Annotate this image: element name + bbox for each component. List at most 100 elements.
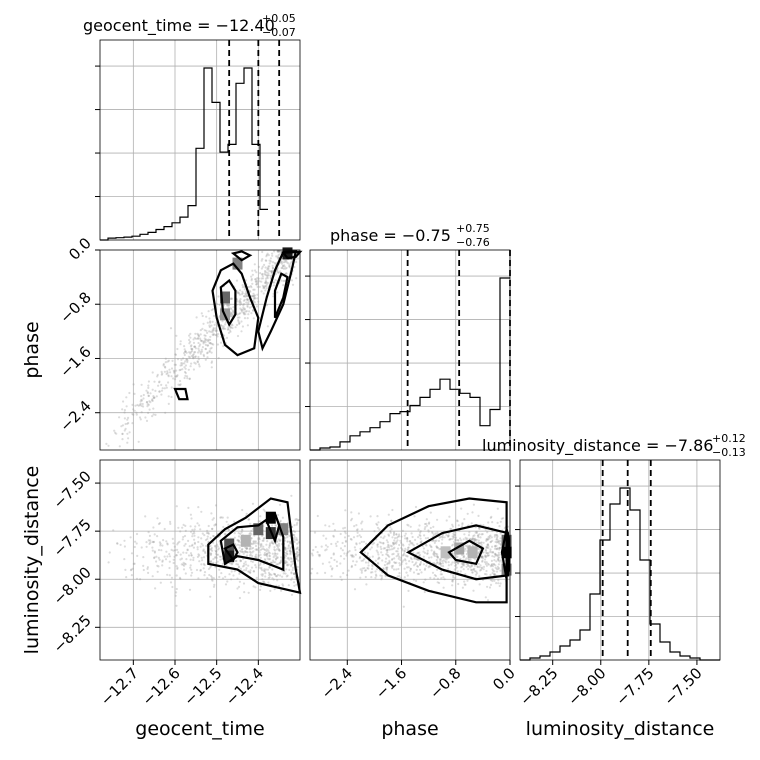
sample-point [425,524,429,527]
sample-point [197,341,200,345]
sample-point [262,508,265,511]
sample-point [489,565,492,568]
xlabel-phase: phase [381,718,438,740]
sample-point [367,561,370,564]
sample-point [278,548,281,552]
sample-point [343,557,346,560]
sample-point [391,508,394,512]
sample-point [210,324,213,327]
sample-point [401,529,404,533]
sample-point [385,566,389,569]
sample-point [203,337,206,340]
sample-point [473,539,476,542]
sample-point [159,542,162,545]
sample-point [369,548,372,551]
sample-point [494,545,497,548]
sample-point [198,345,201,348]
sample-point [436,577,439,580]
sample-point [495,567,498,571]
sample-point [282,261,286,264]
sample-point [485,569,488,573]
sample-point [267,551,270,554]
sample-point [185,358,188,361]
sample-point [291,283,295,286]
sample-point [198,349,201,352]
sample-point [254,297,257,300]
sample-point [286,561,289,564]
sample-point [257,277,260,280]
sample-point [203,334,206,337]
sample-point [133,562,136,565]
panel-frame [309,249,511,451]
sample-point [252,550,255,553]
sample-point [244,550,247,553]
sample-point [378,541,381,544]
sample-point [142,564,145,568]
sample-point [406,538,409,541]
sample-point [273,552,277,555]
sample-point [498,547,501,550]
sample-point [473,539,476,542]
sample-point [238,293,241,296]
sample-point [486,543,489,547]
sample-point [240,330,243,333]
sample-point [257,300,260,303]
sample-point [214,523,217,526]
sample-point [324,544,328,547]
sample-point [151,398,154,401]
sample-point [189,365,192,368]
sample-point [264,277,268,280]
sample-point [427,529,430,532]
sample-point [146,392,149,395]
sample-point [386,548,389,552]
sample-point [395,540,398,544]
sample-point [485,549,488,552]
sample-point [233,536,236,539]
sample-point [124,568,127,572]
sample-point [290,260,293,263]
sample-point [292,533,295,537]
sample-point [289,549,292,552]
sample-point [203,571,207,574]
sample-point [484,562,487,566]
sample-point [204,348,207,351]
sample-point [429,545,433,548]
sample-point [151,371,154,374]
sample-point [214,545,217,548]
sample-point [387,513,390,516]
sample-point [238,596,241,600]
sample-point [237,532,240,535]
sample-point [229,311,232,314]
sample-point [248,550,251,553]
sample-point [442,559,445,562]
sample-point [194,332,197,335]
sample-point [253,540,256,543]
sample-point [204,339,207,342]
sample-point [190,355,193,358]
sample-point [268,269,271,273]
sample-point [277,250,280,253]
sample-point [418,524,421,527]
sample-point [186,549,189,552]
sample-point [140,383,143,386]
sample-point [239,567,242,570]
sample-point [147,394,150,397]
sample-point [128,431,131,434]
sample-point [191,347,194,351]
sample-point [222,327,225,330]
sample-point [362,559,365,562]
sample-point [461,565,464,568]
sample-point [212,329,215,332]
sample-point [262,569,266,572]
sample-point [285,568,288,571]
sample-point [269,573,272,576]
sample-point [391,553,394,556]
sample-point [358,542,361,545]
sample-point [396,575,399,578]
sample-point [395,555,398,558]
sample-point [489,540,493,543]
sample-point [494,554,497,557]
sample-point [444,560,447,563]
sample-point [386,563,389,566]
sample-point [261,534,264,537]
